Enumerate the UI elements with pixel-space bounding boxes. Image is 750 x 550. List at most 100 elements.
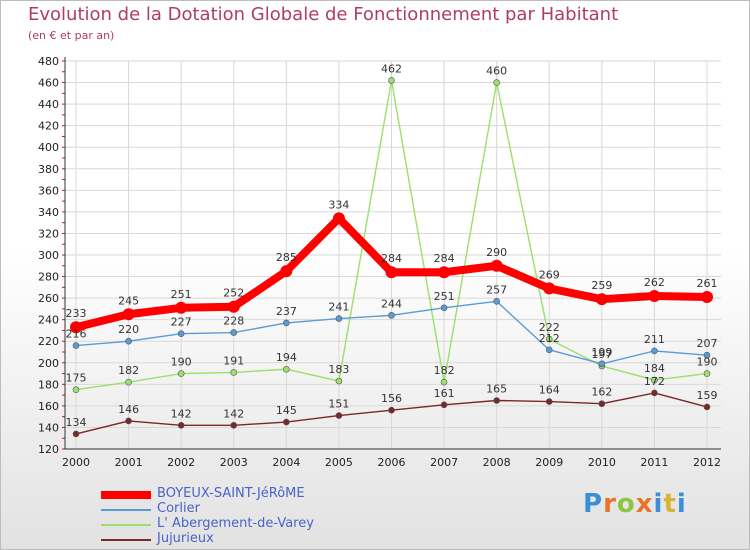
data-point-jujurieux	[440, 401, 448, 409]
data-point-jujurieux	[125, 417, 132, 425]
data-point-boyeux-saint-j-r-me	[648, 289, 661, 302]
data-point-jujurieux	[493, 397, 500, 404]
x-axis-ticks: 2000 2001 2002 2003 2004 2005 2006 2007 2008 2009…	[62, 456, 721, 469]
data-label-boyeux-saint-j-r-me: 262	[644, 276, 665, 289]
data-point-l-abergement-de-varey	[703, 370, 711, 377]
y-tick-label: 340	[38, 206, 59, 219]
data-point-boyeux-saint-j-r-me	[490, 259, 503, 272]
logo-letter: t	[663, 489, 677, 519]
data-point-corlier	[651, 347, 658, 355]
data-label-jujurieux: 172	[644, 375, 665, 388]
data-label-boyeux-saint-j-r-me: 261	[697, 277, 718, 290]
data-label-jujurieux: 142	[223, 407, 244, 420]
x-tick-label: 2003	[220, 456, 248, 469]
data-point-boyeux-saint-j-r-me	[332, 212, 345, 225]
axes	[62, 57, 721, 450]
data-label-boyeux-saint-j-r-me: 245	[118, 294, 139, 307]
data-point-boyeux-saint-j-r-me	[701, 291, 713, 304]
data-label-boyeux-saint-j-r-me: 284	[434, 252, 455, 265]
data-label-jujurieux: 134	[66, 416, 87, 429]
data-point-jujurieux	[230, 421, 238, 429]
data-point-corlier	[545, 346, 553, 354]
data-label-corlier: 228	[223, 315, 244, 328]
data-label-l-abergement-de-varey: 175	[66, 372, 87, 385]
data-point-jujurieux	[598, 400, 606, 408]
legend-swatch-abergement	[101, 524, 151, 526]
proxiti-logo: Proxiti	[583, 489, 687, 519]
y-tick-label: 180	[38, 378, 59, 391]
data-point-corlier	[598, 360, 606, 368]
data-label-corlier: 227	[171, 316, 192, 329]
data-point-corlier	[177, 330, 185, 337]
series-lines	[70, 77, 713, 438]
y-tick-label: 160	[38, 400, 59, 413]
data-label-corlier: 244	[381, 297, 402, 310]
data-point-corlier	[72, 342, 80, 349]
data-label-corlier: 199	[591, 346, 612, 359]
legend-label-abergement: L' Abergement-de-Varey	[157, 516, 314, 531]
data-point-jujurieux	[177, 421, 185, 429]
data-point-l-abergement-de-varey	[335, 377, 343, 385]
data-point-l-abergement-de-varey	[125, 378, 132, 386]
data-label-jujurieux: 145	[276, 404, 297, 417]
data-point-corlier	[335, 315, 343, 322]
data-label-jujurieux: 164	[539, 384, 560, 397]
data-label-l-abergement-de-varey: 197	[591, 348, 612, 361]
y-tick-label: 120	[38, 443, 59, 456]
data-label-l-abergement-de-varey: 182	[434, 364, 455, 377]
y-tick-label: 360	[38, 184, 59, 197]
data-label-l-abergement-de-varey: 462	[381, 62, 402, 75]
x-tick-label: 2001	[115, 456, 143, 469]
data-point-l-abergement-de-varey	[283, 365, 290, 373]
data-point-corlier	[230, 329, 238, 336]
x-tick-label: 2009	[535, 456, 563, 469]
data-label-l-abergement-de-varey: 182	[118, 364, 139, 377]
x-tick-label: 2010	[588, 456, 616, 469]
y-tick-label: 300	[38, 249, 59, 262]
data-point-boyeux-saint-j-r-me	[385, 266, 398, 279]
chart-subtitle: (en € et par an)	[28, 29, 115, 42]
logo-letter: i	[653, 489, 664, 519]
y-tick-label: 380	[38, 163, 59, 176]
x-tick-label: 2012	[693, 456, 721, 469]
y-tick-label: 400	[38, 141, 59, 154]
data-label-l-abergement-de-varey: 194	[276, 351, 297, 364]
data-label-corlier: 237	[276, 305, 297, 318]
data-label-l-abergement-de-varey: 184	[644, 362, 665, 375]
y-tick-label: 320	[38, 227, 59, 240]
logo-letter: x	[635, 489, 654, 519]
data-label-boyeux-saint-j-r-me: 285	[276, 251, 297, 264]
data-point-jujurieux	[72, 430, 80, 438]
legend-swatch-jujurieux	[101, 539, 151, 541]
x-tick-label: 2008	[483, 456, 511, 469]
data-point-corlier	[440, 304, 448, 312]
y-tick-label: 220	[38, 335, 59, 348]
logo-letter: r	[603, 489, 617, 519]
logo-letter: o	[616, 489, 636, 519]
data-label-jujurieux: 162	[591, 386, 612, 399]
data-label-jujurieux: 146	[118, 403, 139, 416]
data-point-boyeux-saint-j-r-me	[543, 282, 556, 295]
data-label-jujurieux: 161	[434, 387, 455, 400]
logo-letter: i	[676, 489, 687, 519]
data-label-l-abergement-de-varey: 183	[328, 363, 349, 376]
data-point-corlier	[125, 337, 132, 345]
y-tick-label: 280	[38, 271, 59, 284]
data-label-jujurieux: 165	[486, 383, 507, 396]
data-label-corlier: 241	[328, 301, 349, 314]
x-tick-label: 2000	[62, 456, 90, 469]
x-tick-label: 2006	[378, 456, 406, 469]
data-label-corlier: 212	[539, 332, 560, 345]
data-point-jujurieux	[388, 406, 395, 414]
legend-label-corlier: Corlier	[157, 501, 200, 516]
x-tick-label: 2011	[640, 456, 668, 469]
data-label-boyeux-saint-j-r-me: 334	[328, 198, 349, 211]
y-tick-label: 260	[38, 292, 59, 305]
data-point-jujurieux	[283, 418, 290, 426]
data-point-corlier	[703, 351, 711, 359]
y-tick-label: 240	[38, 314, 59, 327]
data-label-corlier: 251	[434, 290, 455, 303]
data-point-corlier	[283, 319, 290, 327]
data-label-l-abergement-de-varey: 460	[486, 65, 507, 78]
data-label-corlier: 207	[697, 337, 718, 350]
